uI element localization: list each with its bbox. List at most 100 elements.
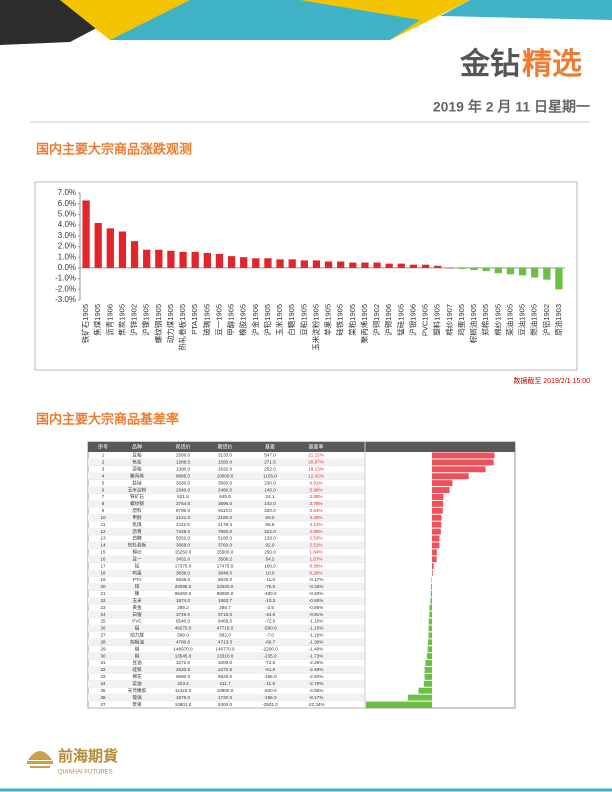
cell: PTA	[133, 577, 143, 582]
y-tick-label: 7.0%	[58, 188, 76, 197]
cell: 621.5	[177, 494, 189, 499]
section-title: 国内主要大宗商品基差率	[36, 411, 179, 426]
row-stripe	[88, 541, 365, 549]
cell: 铜	[135, 652, 140, 659]
bar	[130, 241, 139, 268]
cell: 4	[102, 473, 105, 478]
cell: 1720.0	[218, 695, 232, 700]
cell: 9	[102, 508, 105, 513]
cell: -0.91%	[309, 612, 324, 617]
x-tick-label: 苹果1905	[323, 304, 333, 336]
cell: 6540.0	[176, 619, 190, 624]
x-tick-label: 聚丙烯1905	[359, 304, 369, 343]
y-tick-label: -2.0%	[55, 284, 76, 293]
cell: 10900.0	[217, 688, 234, 693]
x-tick-label: 菜粕1905	[347, 304, 357, 336]
x-tick-label: 焦煤1905	[92, 304, 102, 336]
cell: 9110.0	[218, 508, 232, 513]
cell: 1.57%	[309, 556, 322, 561]
cell: 10901.0	[175, 702, 192, 707]
cell: 3.88%	[309, 494, 322, 499]
cell: -1.16%	[309, 626, 324, 631]
cell: -0.17%	[309, 577, 324, 582]
cell: 16	[100, 556, 106, 561]
cell: 3.12%	[309, 522, 322, 527]
basis-bar	[432, 452, 495, 459]
cell: 148970.0	[173, 646, 193, 651]
basis-bar	[432, 487, 450, 494]
x-tick-label: 豆粕1905	[298, 304, 308, 336]
cell: 铁矿石	[130, 493, 144, 500]
basis-bar	[432, 514, 442, 521]
cell: 3668.0	[176, 543, 190, 548]
cell: 黄金	[132, 604, 142, 611]
row-stripe	[88, 624, 365, 632]
row-stripe	[88, 583, 365, 591]
basis-bar	[432, 563, 434, 570]
bar	[470, 267, 478, 271]
row-stripe	[88, 638, 365, 646]
column-header: 现货价	[175, 443, 190, 450]
y-tick-label: 6.0%	[58, 199, 76, 208]
cell: 4713.3	[218, 639, 232, 644]
basis-bar	[432, 535, 440, 542]
cell: -165.0	[263, 674, 276, 679]
cell: 35	[100, 688, 106, 693]
x-tick-label: 棕榈油1905	[468, 304, 478, 343]
cell: 286.7	[219, 605, 231, 610]
cell: 棉花	[132, 673, 142, 680]
cell: 菜油	[132, 680, 142, 687]
cell: 47715.0	[217, 626, 234, 631]
cell: 1288.5	[176, 460, 190, 465]
cell: 5	[102, 480, 105, 485]
basis-bar	[432, 570, 433, 577]
cell: 645.6	[219, 494, 231, 499]
table-header	[88, 442, 515, 452]
cell: -235.0	[263, 653, 276, 658]
cell: 1863.7	[218, 598, 232, 603]
bar	[385, 263, 393, 268]
x-tick-label: 豆油1905	[517, 304, 527, 336]
cell: 3.64%	[309, 508, 322, 513]
cell: 2	[102, 460, 105, 465]
cell: 99050.0	[217, 591, 234, 596]
y-tick-label: 5.0%	[58, 210, 76, 219]
cell: -560.0	[263, 626, 276, 631]
cell: -11.5	[265, 681, 276, 686]
cell: 4780.0	[176, 639, 190, 644]
cell: 10.0	[266, 570, 275, 575]
bar	[167, 250, 175, 268]
cell: 3838.0	[176, 570, 190, 575]
cell: 21	[100, 591, 106, 596]
cell: 13	[100, 536, 106, 541]
cell: -2.50%	[309, 674, 324, 679]
cell: 1390.0	[176, 467, 190, 472]
cell: -4.55%	[309, 688, 324, 693]
cell: 2.99%	[309, 529, 322, 534]
cell: -72.0	[265, 660, 276, 665]
y-tick-label: -3.0%	[55, 295, 76, 304]
cell: 1632.0	[218, 467, 232, 472]
logo-icon	[28, 751, 52, 760]
cell: 423.2	[177, 681, 189, 686]
basis-bar	[432, 494, 444, 500]
cell: 8	[102, 501, 105, 506]
cell: 3715.0	[218, 612, 232, 617]
cell: 白银	[132, 611, 142, 618]
cell: 焦煤	[132, 521, 142, 528]
cell: 热轧卷板	[128, 542, 147, 549]
cell: 1875.0	[176, 695, 190, 700]
cell: 豆粕	[132, 452, 142, 459]
cell: -1.10%	[309, 619, 324, 624]
bar	[240, 257, 248, 268]
x-tick-label: 沪铅1905	[262, 304, 272, 336]
cell: 螺纹钢	[130, 500, 144, 507]
cell: 48275.0	[175, 626, 192, 631]
cell: 18	[100, 570, 106, 575]
cell: 6468.0	[218, 619, 232, 624]
x-tick-label: 玉米1905	[274, 304, 284, 336]
bar	[446, 267, 454, 269]
basis-bar	[425, 660, 432, 666]
x-tick-label: 棉纱1907	[444, 304, 454, 336]
cell: -0.55%	[309, 598, 324, 603]
